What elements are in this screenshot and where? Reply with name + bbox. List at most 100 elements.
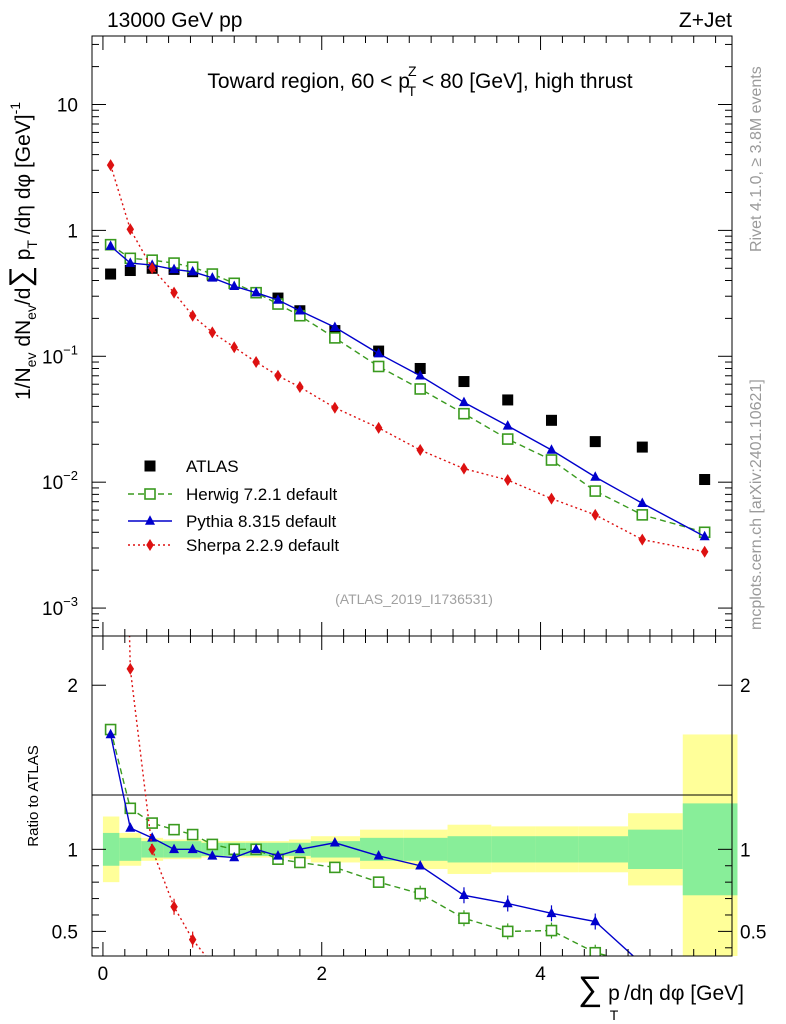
data-point-herwig bbox=[589, 485, 602, 497]
data-point-pythia bbox=[637, 497, 648, 508]
data-point-sherpa bbox=[208, 326, 217, 339]
data-point-pythia bbox=[294, 304, 305, 315]
ratio-point-herwig bbox=[372, 876, 385, 888]
ylabel-part-b: dN bbox=[12, 320, 35, 353]
uncertainty-band-stat bbox=[102, 832, 120, 866]
x-tick-label: 4 bbox=[535, 964, 546, 985]
data-point-atlas bbox=[414, 362, 426, 374]
uncertainty-band-stat bbox=[403, 837, 448, 861]
data-point-herwig bbox=[329, 332, 341, 344]
ratio-point-herwig bbox=[168, 823, 180, 836]
ylabel-part-d: p bbox=[12, 249, 35, 267]
analysis-watermark: (ATLAS_2019_I1736531) bbox=[335, 591, 493, 607]
data-point-sherpa bbox=[106, 159, 115, 172]
ylabel-sup: -1 bbox=[7, 102, 23, 115]
data-point-pythia bbox=[590, 471, 601, 481]
data-point-pythia bbox=[207, 272, 218, 282]
ylabel-part-e: /dη dφ [GeV] bbox=[12, 114, 35, 240]
uncertainty-band-stat bbox=[119, 837, 142, 861]
data-point-sherpa bbox=[296, 381, 304, 394]
data-point-sherpa bbox=[126, 223, 135, 236]
ratio-point-pythia bbox=[207, 850, 218, 860]
data-point-atlas bbox=[589, 436, 601, 448]
data-point-pythia bbox=[373, 347, 384, 358]
ratio-point-pythia bbox=[637, 958, 647, 968]
ratio-point-sherpa bbox=[188, 933, 197, 946]
header-left-label: 13000 GeV pp bbox=[107, 9, 242, 32]
ratio-point-pythia bbox=[251, 843, 262, 854]
main-y-tick-label: 1 bbox=[67, 221, 78, 242]
ratio-point-herwig bbox=[206, 838, 219, 851]
series-sherpa bbox=[106, 159, 709, 558]
ratio-point-pythia bbox=[229, 851, 240, 862]
legend-marker-atlas bbox=[144, 460, 156, 472]
ratio-point-pythia bbox=[502, 897, 513, 908]
uncertainty-band-stat bbox=[535, 836, 579, 863]
title-subscript: T bbox=[408, 83, 417, 99]
title-part-b: < 80 [GeV], high thrust bbox=[416, 70, 633, 93]
ratio-y-tick-label: 2 bbox=[67, 676, 78, 697]
ratio-series-pythia bbox=[105, 728, 647, 968]
data-point-herwig bbox=[501, 433, 514, 445]
data-point-atlas bbox=[458, 376, 470, 388]
ratio-ylabel: Ratio to ATLAS bbox=[25, 745, 42, 846]
xlabel-sub: T bbox=[610, 1007, 619, 1023]
ratio-point-pythia bbox=[169, 843, 180, 854]
ratio-point-pythia bbox=[373, 850, 384, 860]
main-y-tick-label: 10 bbox=[57, 95, 78, 116]
ratio-point-pythia bbox=[546, 907, 557, 918]
ratio-point-herwig bbox=[545, 924, 558, 937]
ratio-point-sherpa bbox=[209, 958, 217, 970]
data-point-atlas bbox=[545, 414, 557, 426]
data-point-sherpa bbox=[700, 545, 709, 558]
ratio-y-tick-label: 0.5 bbox=[52, 922, 78, 943]
ratio-point-herwig bbox=[146, 817, 158, 829]
uncertainty-band-stat bbox=[447, 836, 492, 863]
data-point-atlas bbox=[105, 268, 117, 280]
data-point-sherpa bbox=[374, 421, 383, 434]
ratio-point-pythia bbox=[329, 837, 340, 847]
data-point-pythia bbox=[169, 263, 180, 274]
ratio-point-pythia bbox=[458, 889, 469, 900]
data-point-sherpa bbox=[170, 286, 178, 299]
ylabel-sigma: ∑ bbox=[4, 266, 37, 287]
legend-marker-pythia bbox=[145, 515, 155, 525]
main-ticks bbox=[92, 36, 732, 637]
mcplots-label: mcplots.cern.ch [arXiv:2401.10621] bbox=[748, 379, 765, 630]
ratio-point-pythia bbox=[415, 859, 426, 870]
ylabel-sub1: ev bbox=[23, 353, 39, 368]
main-series bbox=[104, 159, 711, 558]
data-point-sherpa bbox=[230, 341, 238, 354]
data-point-pythia bbox=[699, 530, 710, 541]
ratio-point-pythia bbox=[125, 822, 136, 832]
data-point-herwig bbox=[372, 360, 385, 373]
ylabel-part-a: 1/N bbox=[12, 367, 35, 400]
ratio-point-sherpa bbox=[126, 662, 135, 675]
legend-label-atlas: ATLAS bbox=[186, 457, 239, 476]
ratio-point-herwig bbox=[186, 828, 199, 841]
data-point-herwig bbox=[545, 454, 558, 466]
data-point-sherpa bbox=[503, 474, 512, 487]
ratio-point-herwig bbox=[124, 802, 137, 815]
header-right-label: Z+Jet bbox=[679, 9, 732, 32]
data-point-pythia bbox=[229, 280, 240, 290]
legend-marker-sherpa bbox=[146, 539, 154, 551]
xlabel-part-a: p bbox=[602, 982, 620, 1005]
ratio-point-pythia bbox=[187, 843, 198, 854]
data-point-pythia bbox=[458, 396, 469, 407]
data-point-pythia bbox=[251, 286, 262, 297]
data-point-pythia bbox=[272, 294, 283, 304]
ratio-bands bbox=[102, 734, 738, 956]
ratio-y-tick-label-right: 1 bbox=[740, 840, 751, 861]
ratio-point-sherpa bbox=[170, 900, 178, 913]
ratio-point-pythia bbox=[272, 850, 283, 860]
uncertainty-band-stat bbox=[267, 842, 289, 856]
ratio-point-pythia bbox=[294, 843, 305, 854]
ratio-panel-frame bbox=[91, 635, 733, 957]
legend-label-herwig: Herwig 7.2.1 default bbox=[186, 485, 337, 504]
uncertainty-band-stat bbox=[491, 836, 536, 863]
data-point-sherpa bbox=[252, 356, 260, 369]
x-tick-label: 2 bbox=[316, 964, 327, 985]
ratio-series-herwig bbox=[104, 723, 612, 956]
ylabel-part-c: /d bbox=[12, 288, 35, 306]
